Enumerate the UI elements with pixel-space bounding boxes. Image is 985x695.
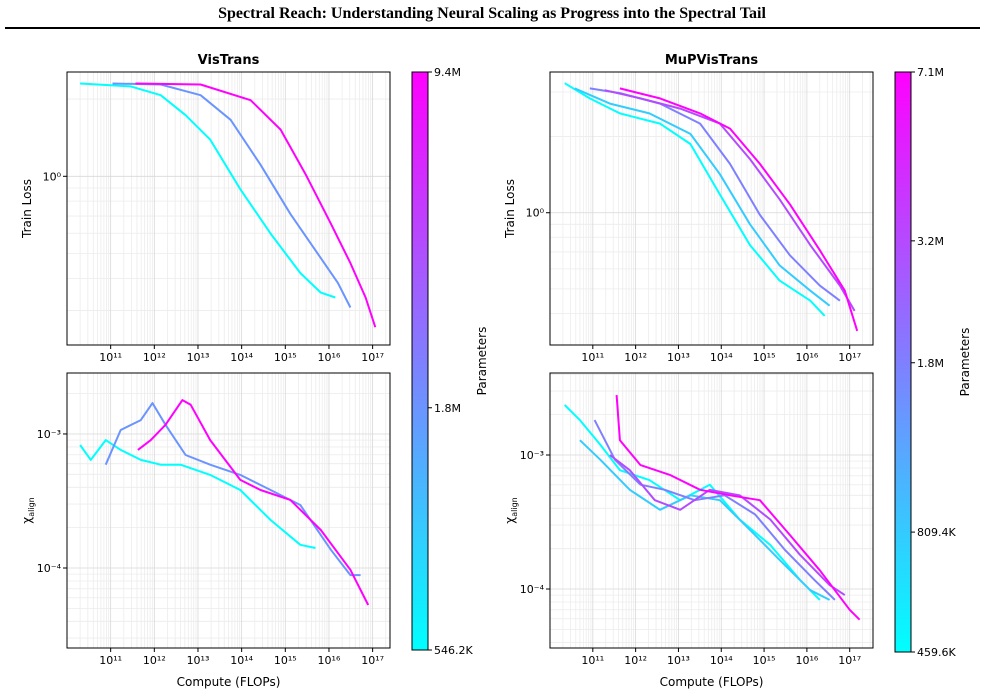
x-tick-label: 10¹⁴ bbox=[230, 654, 253, 667]
plot-area bbox=[564, 82, 859, 332]
series-line bbox=[604, 89, 856, 312]
series-line bbox=[609, 454, 846, 596]
y-axis-label-subscript: align bbox=[27, 497, 36, 517]
x-tick-label: 10¹⁶ bbox=[318, 351, 341, 364]
x-tick-label: 10¹⁶ bbox=[795, 351, 818, 364]
x-tick-label: 10¹⁵ bbox=[753, 654, 776, 667]
series-line bbox=[593, 419, 836, 601]
x-tick-label: 10¹⁴ bbox=[710, 351, 733, 364]
x-tick-label: 10¹⁴ bbox=[710, 654, 733, 667]
series-line bbox=[80, 82, 336, 299]
x-tick-label: 10¹⁷ bbox=[838, 351, 861, 364]
x-tick-label: 10¹⁶ bbox=[318, 654, 341, 667]
x-tick-label: 10¹⁵ bbox=[274, 654, 297, 667]
series-line bbox=[112, 82, 352, 308]
y-tick-label: 10⁰ bbox=[43, 170, 62, 183]
series-line bbox=[79, 439, 316, 549]
colorbar-tick-label: 9.4M bbox=[434, 66, 461, 79]
y-axis-label: Train Loss bbox=[503, 179, 517, 239]
y-axis-label-symbol: χ bbox=[503, 517, 517, 524]
y-axis-label: χalign bbox=[503, 497, 519, 523]
colorbar-tick-label: 1.8M bbox=[917, 357, 944, 370]
x-axis-label: Compute (FLOPs) bbox=[177, 675, 281, 689]
plot-frame bbox=[549, 372, 874, 649]
x-tick-label: 10¹¹ bbox=[581, 351, 604, 364]
x-tick-label: 10¹² bbox=[624, 351, 647, 364]
y-tick-label: 10⁻³ bbox=[37, 428, 61, 441]
y-axis-label: Train Loss bbox=[20, 179, 34, 239]
plot-area bbox=[80, 82, 377, 328]
series-line bbox=[574, 87, 831, 307]
plot-frame bbox=[66, 372, 391, 649]
x-tick-label: 10¹² bbox=[143, 654, 166, 667]
x-tick-label: 10¹⁷ bbox=[838, 654, 861, 667]
colorbar-tick-label: 3.2M bbox=[917, 235, 944, 248]
x-tick-label: 10¹³ bbox=[667, 654, 690, 667]
y-tick-label: 10⁰ bbox=[526, 207, 545, 220]
page-title: Spectral Reach: Understanding Neural Sca… bbox=[218, 5, 766, 22]
series-line bbox=[615, 395, 861, 621]
colorbar bbox=[894, 71, 912, 653]
y-tick-label: 10⁻⁴ bbox=[520, 583, 545, 596]
x-tick-label: 10¹⁷ bbox=[361, 351, 384, 364]
y-axis-label-symbol: χ bbox=[20, 517, 34, 524]
x-tick-label: 10¹¹ bbox=[581, 654, 604, 667]
x-tick-label: 10¹⁵ bbox=[753, 351, 776, 364]
y-tick-label: 10⁻⁴ bbox=[37, 562, 62, 575]
x-tick-label: 10¹³ bbox=[667, 351, 690, 364]
chart-title: MuPVisTrans bbox=[665, 53, 759, 68]
colorbar-tick-label: 546.2K bbox=[434, 644, 473, 657]
x-tick-label: 10¹³ bbox=[187, 654, 210, 667]
plot-area bbox=[563, 395, 861, 621]
x-axis-label: Compute (FLOPs) bbox=[660, 675, 764, 689]
series-line bbox=[579, 439, 831, 601]
plot-area bbox=[79, 399, 370, 606]
x-tick-label: 10¹⁷ bbox=[361, 654, 384, 667]
plot-frame bbox=[549, 71, 874, 346]
x-tick-label: 10¹⁵ bbox=[274, 351, 297, 364]
colorbar-tick-label: 459.6K bbox=[917, 646, 956, 659]
colorbar-tick-label: 809.4K bbox=[917, 526, 956, 539]
plot-frame bbox=[66, 71, 391, 346]
x-tick-label: 10¹⁶ bbox=[795, 654, 818, 667]
colorbar-label: Parameters bbox=[475, 327, 489, 396]
x-tick-label: 10¹² bbox=[624, 654, 647, 667]
chart-title: VisTrans bbox=[198, 53, 260, 68]
x-tick-label: 10¹³ bbox=[187, 351, 210, 364]
y-tick-label: 10⁻³ bbox=[520, 449, 544, 462]
x-tick-label: 10¹⁴ bbox=[230, 351, 253, 364]
y-axis-label-subscript: align bbox=[510, 497, 519, 517]
colorbar-tick-label: 7.1M bbox=[917, 66, 944, 79]
y-axis-label: χalign bbox=[20, 497, 36, 523]
colorbar-label: Parameters bbox=[958, 328, 972, 397]
series-line bbox=[564, 82, 826, 317]
x-tick-label: 10¹¹ bbox=[99, 654, 122, 667]
series-line bbox=[135, 82, 377, 328]
series-line bbox=[137, 399, 370, 606]
colorbar-tick-label: 1.8M bbox=[434, 402, 461, 415]
series-line bbox=[104, 402, 361, 577]
x-tick-label: 10¹¹ bbox=[99, 351, 122, 364]
x-tick-label: 10¹² bbox=[143, 351, 166, 364]
colorbar bbox=[411, 71, 429, 651]
series-line bbox=[619, 87, 859, 332]
